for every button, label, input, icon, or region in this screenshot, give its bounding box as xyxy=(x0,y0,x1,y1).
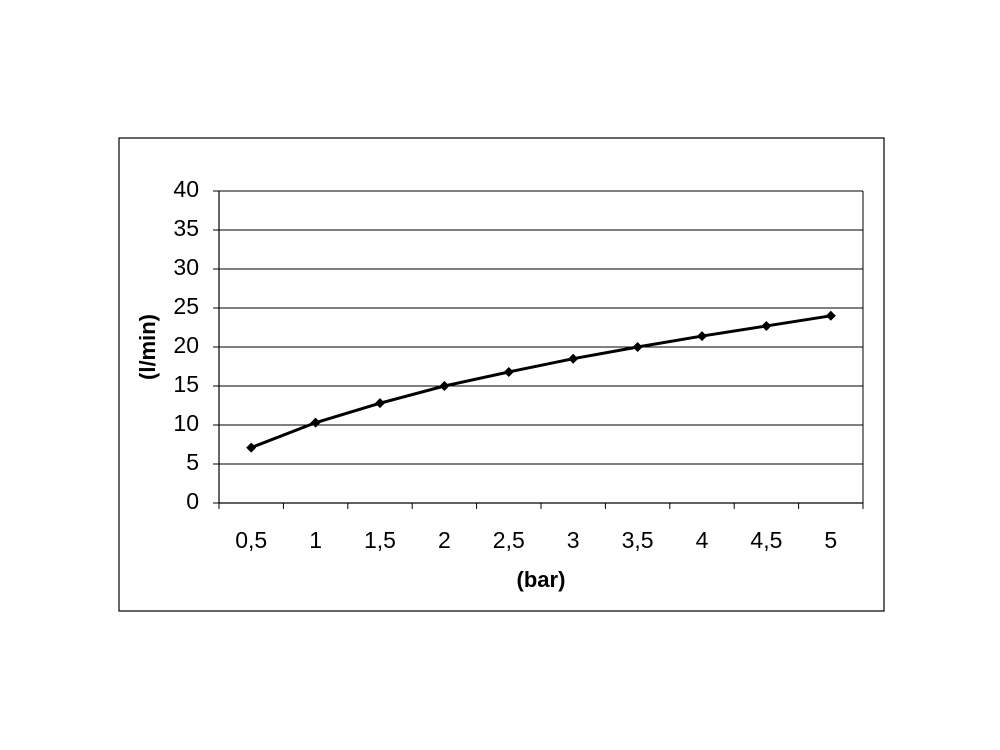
data-point xyxy=(825,310,836,321)
y-tick-label: 10 xyxy=(173,410,199,436)
x-axis-title: (bar) xyxy=(517,567,566,592)
y-tick-label: 30 xyxy=(173,254,199,280)
data-line xyxy=(250,314,832,450)
x-tick-label: 2,5 xyxy=(493,527,525,553)
x-tick-label: 4 xyxy=(696,527,709,553)
data-point xyxy=(632,342,643,352)
x-tick-label: 4,5 xyxy=(750,527,782,553)
x-tick-label: 3 xyxy=(567,527,580,553)
x-tick-label: 1,5 xyxy=(364,527,396,553)
y-tick-label: 5 xyxy=(186,449,199,475)
x-tick-label: 5 xyxy=(824,527,837,553)
y-tick-label: 25 xyxy=(173,293,199,319)
y-tick-label: 35 xyxy=(173,215,199,241)
data-point xyxy=(568,353,579,364)
y-tick-label: 0 xyxy=(186,488,199,514)
data-point xyxy=(503,366,514,377)
y-tick-label: 15 xyxy=(173,371,199,397)
y-tick-label: 40 xyxy=(173,176,199,202)
x-tick-label: 0,5 xyxy=(235,527,267,553)
data-point xyxy=(310,417,321,428)
data-point xyxy=(375,398,385,409)
data-point xyxy=(246,442,257,453)
data-point xyxy=(439,381,450,391)
y-axis-title: (l/min) xyxy=(135,314,160,380)
x-tick-label: 2 xyxy=(438,527,451,553)
data-point xyxy=(761,320,772,331)
data-point xyxy=(697,331,707,342)
y-tick-label: 20 xyxy=(173,332,199,358)
x-tick-label: 1 xyxy=(309,527,322,553)
x-tick-label: 3,5 xyxy=(622,527,654,553)
